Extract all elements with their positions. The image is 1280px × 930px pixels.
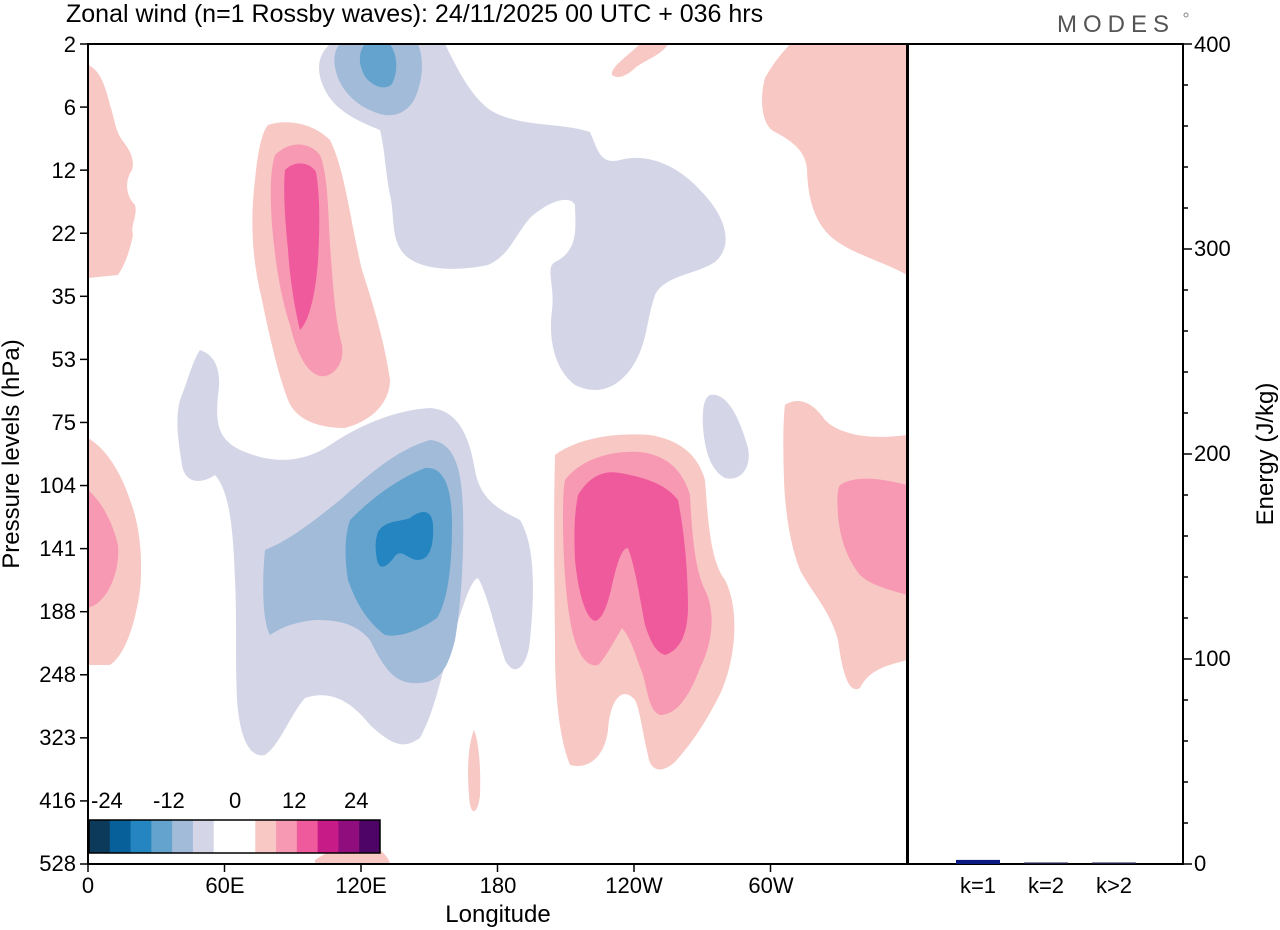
energy-bar-3 — [1092, 862, 1136, 864]
colorbar-label-m24: -24 — [91, 788, 123, 813]
contour-neg4 — [375, 512, 434, 567]
energy-tick-400: 400 — [1194, 32, 1231, 57]
chart-title: Zonal wind (n=1 Rossby waves): 24/11/202… — [66, 0, 763, 28]
colorbar-cell — [317, 820, 339, 853]
contour-pos3-column — [284, 163, 320, 330]
colorbar-cell — [89, 820, 111, 853]
ytick-label-2: 2 — [64, 32, 76, 57]
ytick-label-323: 323 — [39, 725, 76, 750]
colorbar-cell — [192, 820, 215, 853]
logo-registered-icon — [1183, 12, 1189, 18]
contour-neg1-upper — [318, 44, 726, 390]
modes-logo: MODES — [1057, 11, 1175, 38]
energy-axis-label: Energy (J/kg) — [1252, 383, 1279, 526]
contour-neg1-east — [702, 394, 749, 479]
ytick-label-141: 141 — [39, 536, 76, 561]
xtick-label-0: 0 — [82, 873, 94, 898]
contour-field — [88, 44, 907, 864]
ytick-label-248: 248 — [39, 662, 76, 687]
colorbar-cell — [276, 820, 298, 853]
colorbar-label-24: 24 — [344, 788, 368, 813]
energy-bar-2 — [1024, 862, 1068, 864]
ytick-label-12: 12 — [52, 158, 76, 183]
y-axis-label: Pressure levels (hPa) — [0, 339, 25, 568]
xtick-label-120e: 120E — [335, 873, 386, 898]
energy-panel-frame — [907, 43, 1184, 865]
xtick-label-120w: 120W — [605, 873, 663, 898]
colorbar-cell — [130, 820, 152, 853]
contour-pos1-northeast — [762, 44, 907, 275]
ytick-label-528: 528 — [39, 851, 76, 876]
energy-tick-100: 100 — [1194, 646, 1231, 671]
colorbar-cell — [109, 820, 132, 853]
colorbar-cell — [359, 820, 381, 853]
energy-bar-1 — [956, 859, 1000, 864]
energy-category-k3: k>2 — [1096, 873, 1132, 898]
x-axis-label: Longitude — [445, 901, 550, 928]
xtick-label-60w: 60W — [748, 873, 793, 898]
contour-pos2-west — [88, 490, 119, 608]
energy-tick-0: 0 — [1194, 851, 1206, 876]
contour-pos1-westedge-upper — [88, 65, 136, 278]
energy-tick-300: 300 — [1194, 236, 1231, 261]
ytick-label-104: 104 — [39, 473, 76, 498]
ytick-label-75: 75 — [52, 410, 76, 435]
colorbar-cell — [151, 820, 173, 853]
energy-tick-200: 200 — [1194, 441, 1231, 466]
colorbar-cell — [338, 820, 360, 853]
colorbar-cell — [255, 820, 277, 853]
energy-category-k1: k=1 — [960, 873, 996, 898]
contour-pos1-spot — [468, 730, 481, 812]
ytick-label-188: 188 — [39, 599, 76, 624]
ytick-label-35: 35 — [52, 284, 76, 309]
colorbar: -24 -12 0 12 24 — [88, 788, 381, 854]
colorbar-cell — [234, 820, 256, 853]
ytick-label-22: 22 — [52, 221, 76, 246]
colorbar-label-0: 0 — [229, 788, 241, 813]
contour-pos1-top-small — [611, 44, 668, 78]
xtick-label-60e: 60E — [205, 873, 244, 898]
contour-pos3-center — [574, 472, 688, 655]
contour-pos2-east — [837, 478, 907, 595]
colorbar-label-m12: -12 — [153, 788, 185, 813]
energy-category-k2: k=2 — [1028, 873, 1064, 898]
ytick-label-53: 53 — [52, 347, 76, 372]
colorbar-cell — [296, 820, 319, 853]
colorbar-cell — [213, 820, 235, 853]
ytick-label-6: 6 — [64, 95, 76, 120]
colorbar-cell — [172, 820, 194, 853]
contour-neg3-upper — [359, 44, 397, 88]
colorbar-label-12: 12 — [282, 788, 306, 813]
xtick-label-180: 180 — [480, 873, 517, 898]
ytick-label-416: 416 — [39, 788, 76, 813]
